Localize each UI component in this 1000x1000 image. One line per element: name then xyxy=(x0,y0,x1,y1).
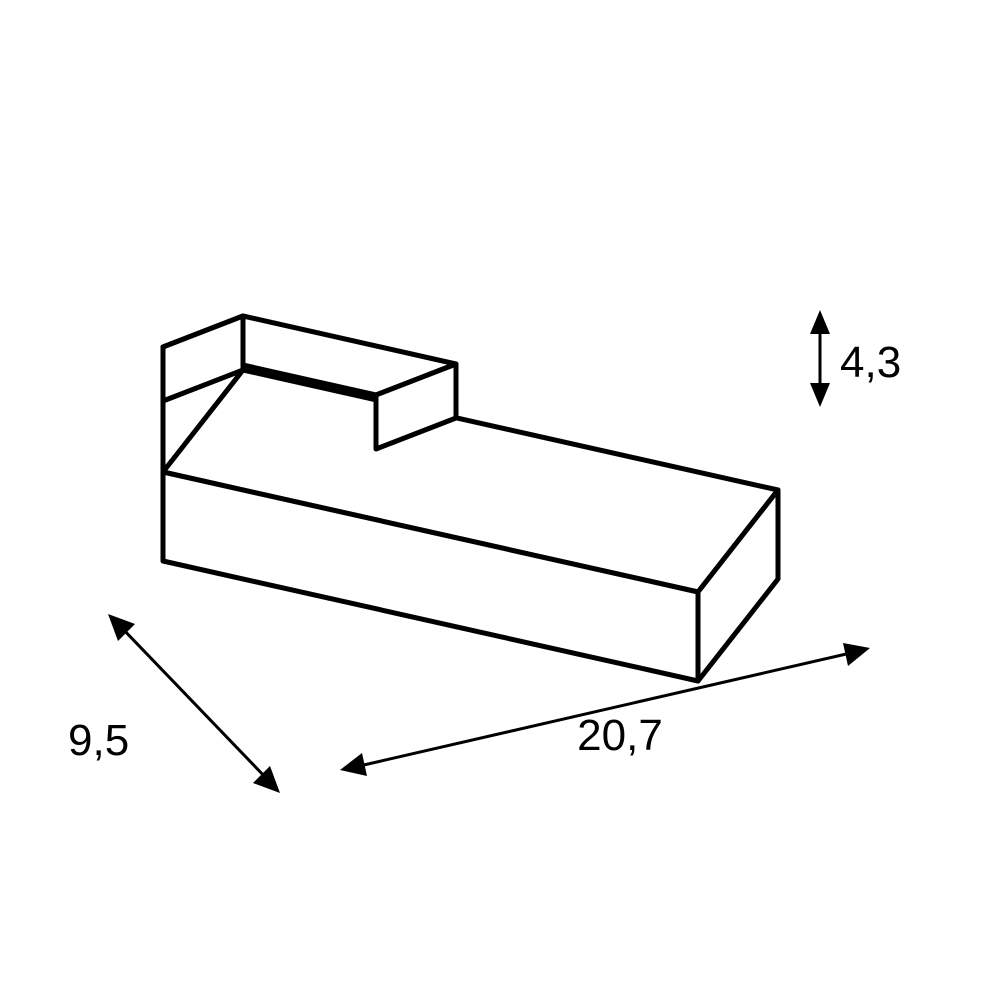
dimension-diagram: 4,3 20,7 9,5 xyxy=(0,0,1000,1000)
dim-height: 4,3 xyxy=(810,310,901,407)
dim-depth-label: 9,5 xyxy=(68,716,129,765)
dim-height-label: 4,3 xyxy=(840,338,901,387)
dim-depth: 9,5 xyxy=(68,614,280,793)
dim-length: 20,7 xyxy=(340,643,870,776)
dim-length-label: 20,7 xyxy=(577,711,663,760)
